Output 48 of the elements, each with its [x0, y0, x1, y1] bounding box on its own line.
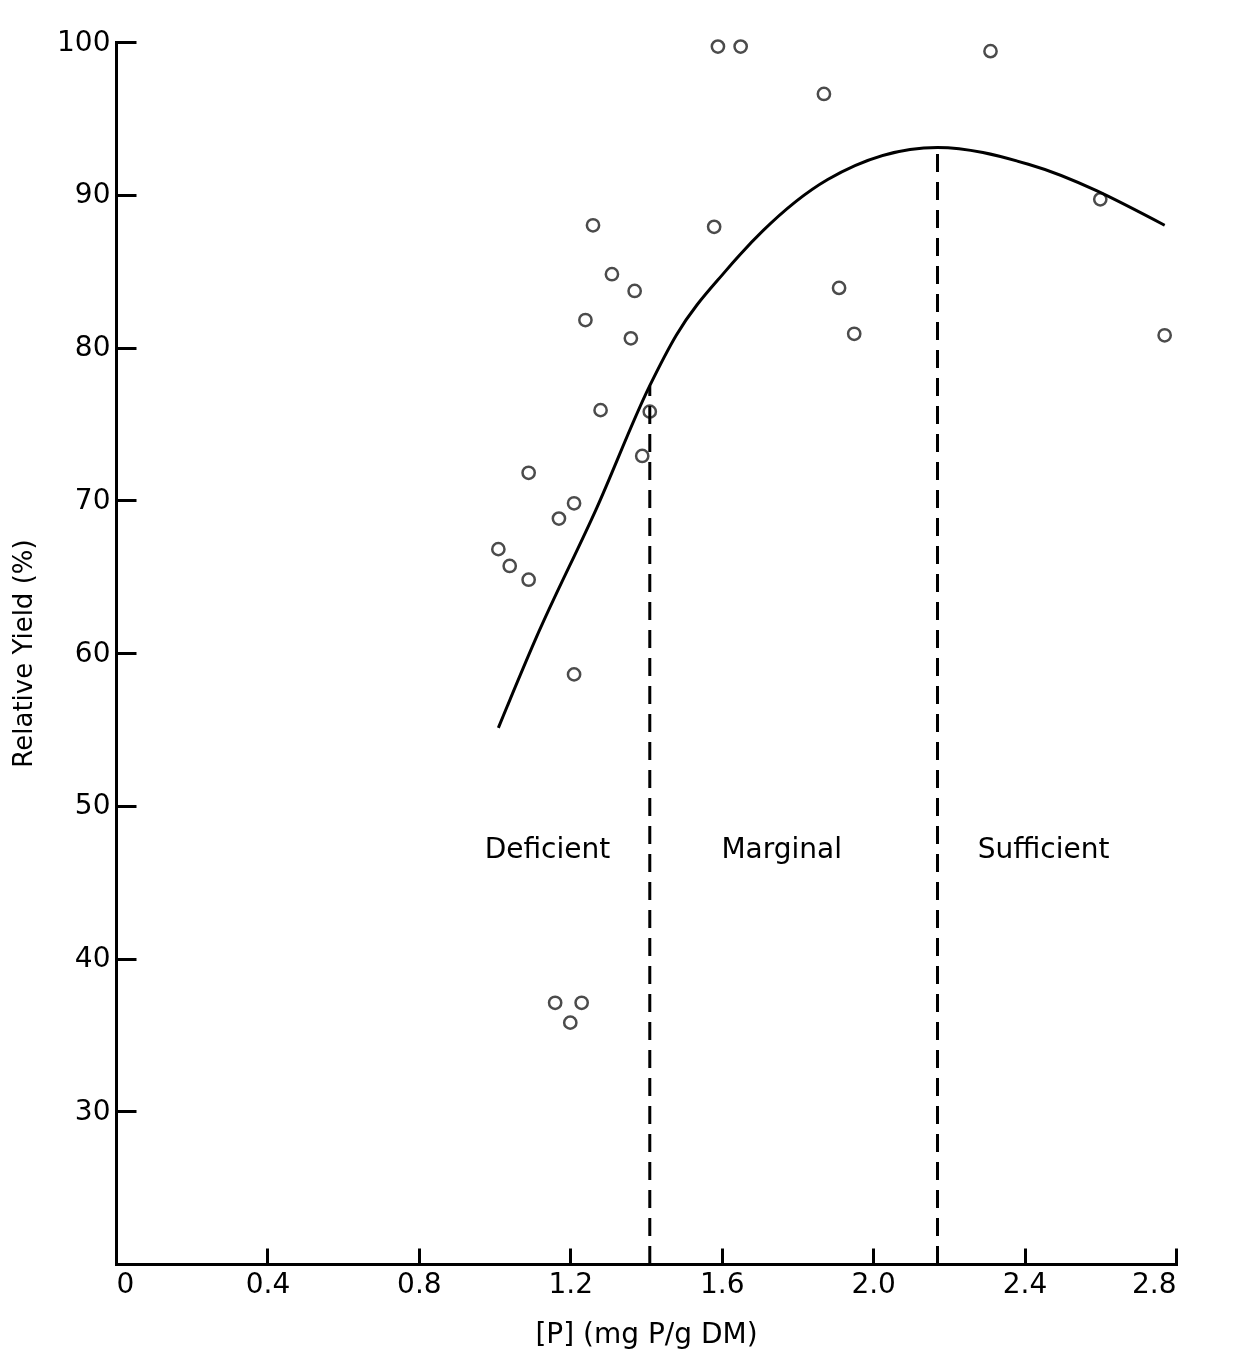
annotation: Marginal: [721, 831, 842, 865]
point: [983, 43, 998, 59]
point: [521, 572, 537, 588]
y-tick-label: 60: [74, 635, 111, 669]
y-tick-label: 40: [74, 941, 111, 974]
point: [816, 86, 832, 102]
x-tick-label: 2.8: [1131, 1266, 1177, 1300]
point: [623, 330, 639, 346]
y-tick-label: 30: [74, 1093, 111, 1127]
x-tick-label: 2.0: [851, 1266, 896, 1300]
point: [585, 217, 601, 233]
x-tick-label: 2.4: [1002, 1266, 1048, 1300]
point: [1092, 191, 1108, 207]
annotation: Deficient: [484, 831, 611, 865]
y-tick-label: 100: [57, 24, 111, 58]
y-axis-title: Relative Yield (%): [8, 539, 39, 768]
point: [831, 280, 847, 296]
y-tick-label: 80: [74, 330, 111, 363]
x-tick-label: 1.2: [548, 1266, 594, 1300]
point: [551, 511, 567, 526]
point: [490, 541, 506, 557]
point: [846, 326, 862, 342]
point: [733, 39, 749, 54]
point: [634, 448, 650, 464]
x-tick-label: 1.6: [699, 1266, 745, 1300]
point: [566, 667, 582, 682]
point: [521, 465, 537, 481]
point: [562, 1015, 578, 1031]
point: [593, 402, 608, 418]
x-axis-title: [P] (mg P/g DM): [535, 1316, 758, 1350]
y-tick-label: 50: [74, 788, 111, 822]
point: [627, 283, 643, 299]
y-tick-label: 70: [74, 482, 111, 516]
point: [706, 219, 722, 235]
x-tick-label: 0.4: [245, 1266, 291, 1300]
point: [710, 39, 726, 54]
point: [566, 495, 582, 511]
point: [1157, 327, 1173, 343]
x-tick-label: 0.8: [397, 1266, 442, 1300]
y-tick-label: 90: [74, 177, 111, 211]
point: [502, 558, 518, 574]
point: [642, 404, 658, 420]
x-tick-label: 0: [116, 1266, 135, 1300]
point: [604, 266, 620, 282]
point: [574, 995, 590, 1011]
point: [578, 312, 593, 328]
annotation: Sufficient: [977, 831, 1110, 865]
point: [547, 995, 563, 1011]
